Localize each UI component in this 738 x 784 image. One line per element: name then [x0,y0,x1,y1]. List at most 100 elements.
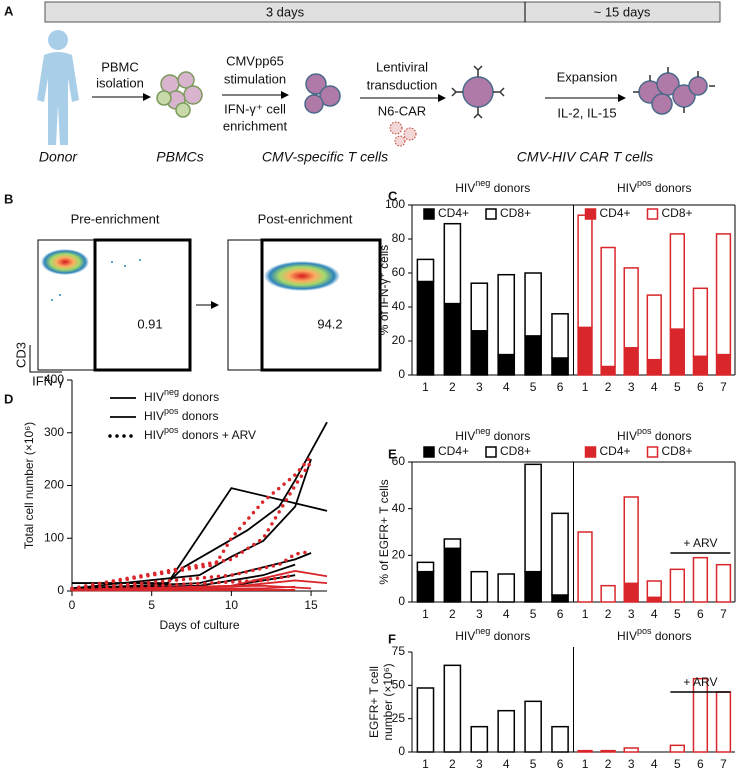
x-tick-label: 4 [651,607,658,621]
x-tick-label: 5 [530,380,537,394]
legend-label-part: pos [164,406,179,416]
group-title-part: donors [490,629,530,643]
legend-label-part: donors [179,390,219,404]
group-title-part: pos [637,626,652,636]
y-tick-label: 300 [44,425,64,439]
y-axis-label: % of EGFR+ T cells [377,479,391,584]
group-title-part: pos [637,178,652,188]
x-tick-label: 0 [69,598,76,612]
panel-label: A [4,3,14,18]
bar [416,561,435,573]
group-title: HIVneg donors [455,178,530,195]
bar [646,358,662,376]
legend-label: HIVpos donors + ARV [144,425,256,442]
bar [443,664,462,753]
x-tick-label: 2 [605,757,612,771]
legend-swatch [485,446,497,458]
x-tick-label: 3 [476,757,483,771]
x-tick-label: 2 [449,380,456,394]
bar [577,214,593,329]
bar [551,594,569,603]
legend-label: CD8+ [500,206,531,220]
legend-label-part: donors + ARV [179,428,257,442]
x-tick-label: 7 [720,757,727,771]
x-tick-label: 5 [674,380,681,394]
bar [692,677,709,753]
x-tick-label: 1 [582,757,589,771]
bar [470,570,489,603]
bar [443,222,462,305]
series-line [70,549,313,592]
group-title-part: HIV [455,629,475,643]
group-title-part: neg [475,626,490,636]
y-axis-label: EGFR+ T cell [367,666,381,738]
x-tick-label: 4 [651,757,658,771]
legend-label: CD4+ [438,444,469,458]
bar [669,744,685,753]
panel-label: C [388,188,398,203]
x-tick-label: 5 [148,598,155,612]
x-tick-label: 1 [422,607,429,621]
bar [669,568,685,603]
bar [416,280,435,376]
x-tick-label: 6 [697,607,704,621]
bar [524,570,542,603]
step-label: isolation [96,75,144,90]
x-tick-label: 7 [720,607,727,621]
series-line [70,454,313,591]
bar [623,496,639,585]
bar [715,691,732,753]
x-tick-label: 6 [557,380,564,394]
y-tick-label: 50 [392,678,406,692]
series-line [71,458,312,590]
bar [623,582,639,603]
x-tick-label: 3 [628,757,635,771]
x-tick-label: 6 [697,757,704,771]
group-title-part: HIV [617,181,637,195]
legend-label-part: HIV [144,428,164,442]
y-tick-label: 0 [57,583,64,597]
group-title: HIVpos donors [617,426,692,443]
bar [470,725,489,753]
x-tick-label: 3 [628,380,635,394]
bar [551,313,569,359]
panel-a: A 3 days ~ 15 days PBMC isolation CMVpp6… [4,1,721,165]
pbmc-icon [156,71,203,118]
group-title-part: donors [652,429,692,443]
x-tick-label: 1 [582,607,589,621]
bar [692,355,709,376]
x-tick-label: 4 [503,607,510,621]
series-line [70,460,313,591]
x-tick-label: 3 [476,607,483,621]
y-tick-label: 20 [392,333,406,347]
group-title-part: donors [490,181,530,195]
step-label: Expansion [557,69,618,84]
x-tick-label: 5 [530,607,537,621]
expanded-cells-icon [633,67,715,115]
x-tick-label: 10 [225,598,239,612]
annotation: + ARV [683,536,717,550]
bar [416,570,435,603]
bar [577,531,593,603]
group-title-part: HIV [617,429,637,443]
group-title-part: pos [637,426,652,436]
bar [551,512,569,596]
x-tick-label: 5 [530,757,537,771]
x-tick-label: 6 [557,607,564,621]
scatter-dots [51,259,141,301]
panel-label: B [4,191,13,206]
x-tick-label: 6 [557,757,564,771]
gate [260,238,382,372]
x-axis-label: Days of culture [159,618,239,632]
plot-title: Pre-enrichment [71,211,160,226]
x-tick-label: 4 [503,757,510,771]
donor-icon [37,30,79,145]
legend-label-part: HIV [144,390,164,404]
x-tick-label: 5 [674,607,681,621]
bar [497,573,516,603]
bar [524,335,542,376]
y-tick-label: 0 [398,594,405,608]
legend-label: HIVneg donors [144,387,219,404]
step-label: N6-CAR [378,103,426,118]
bar [600,246,616,368]
